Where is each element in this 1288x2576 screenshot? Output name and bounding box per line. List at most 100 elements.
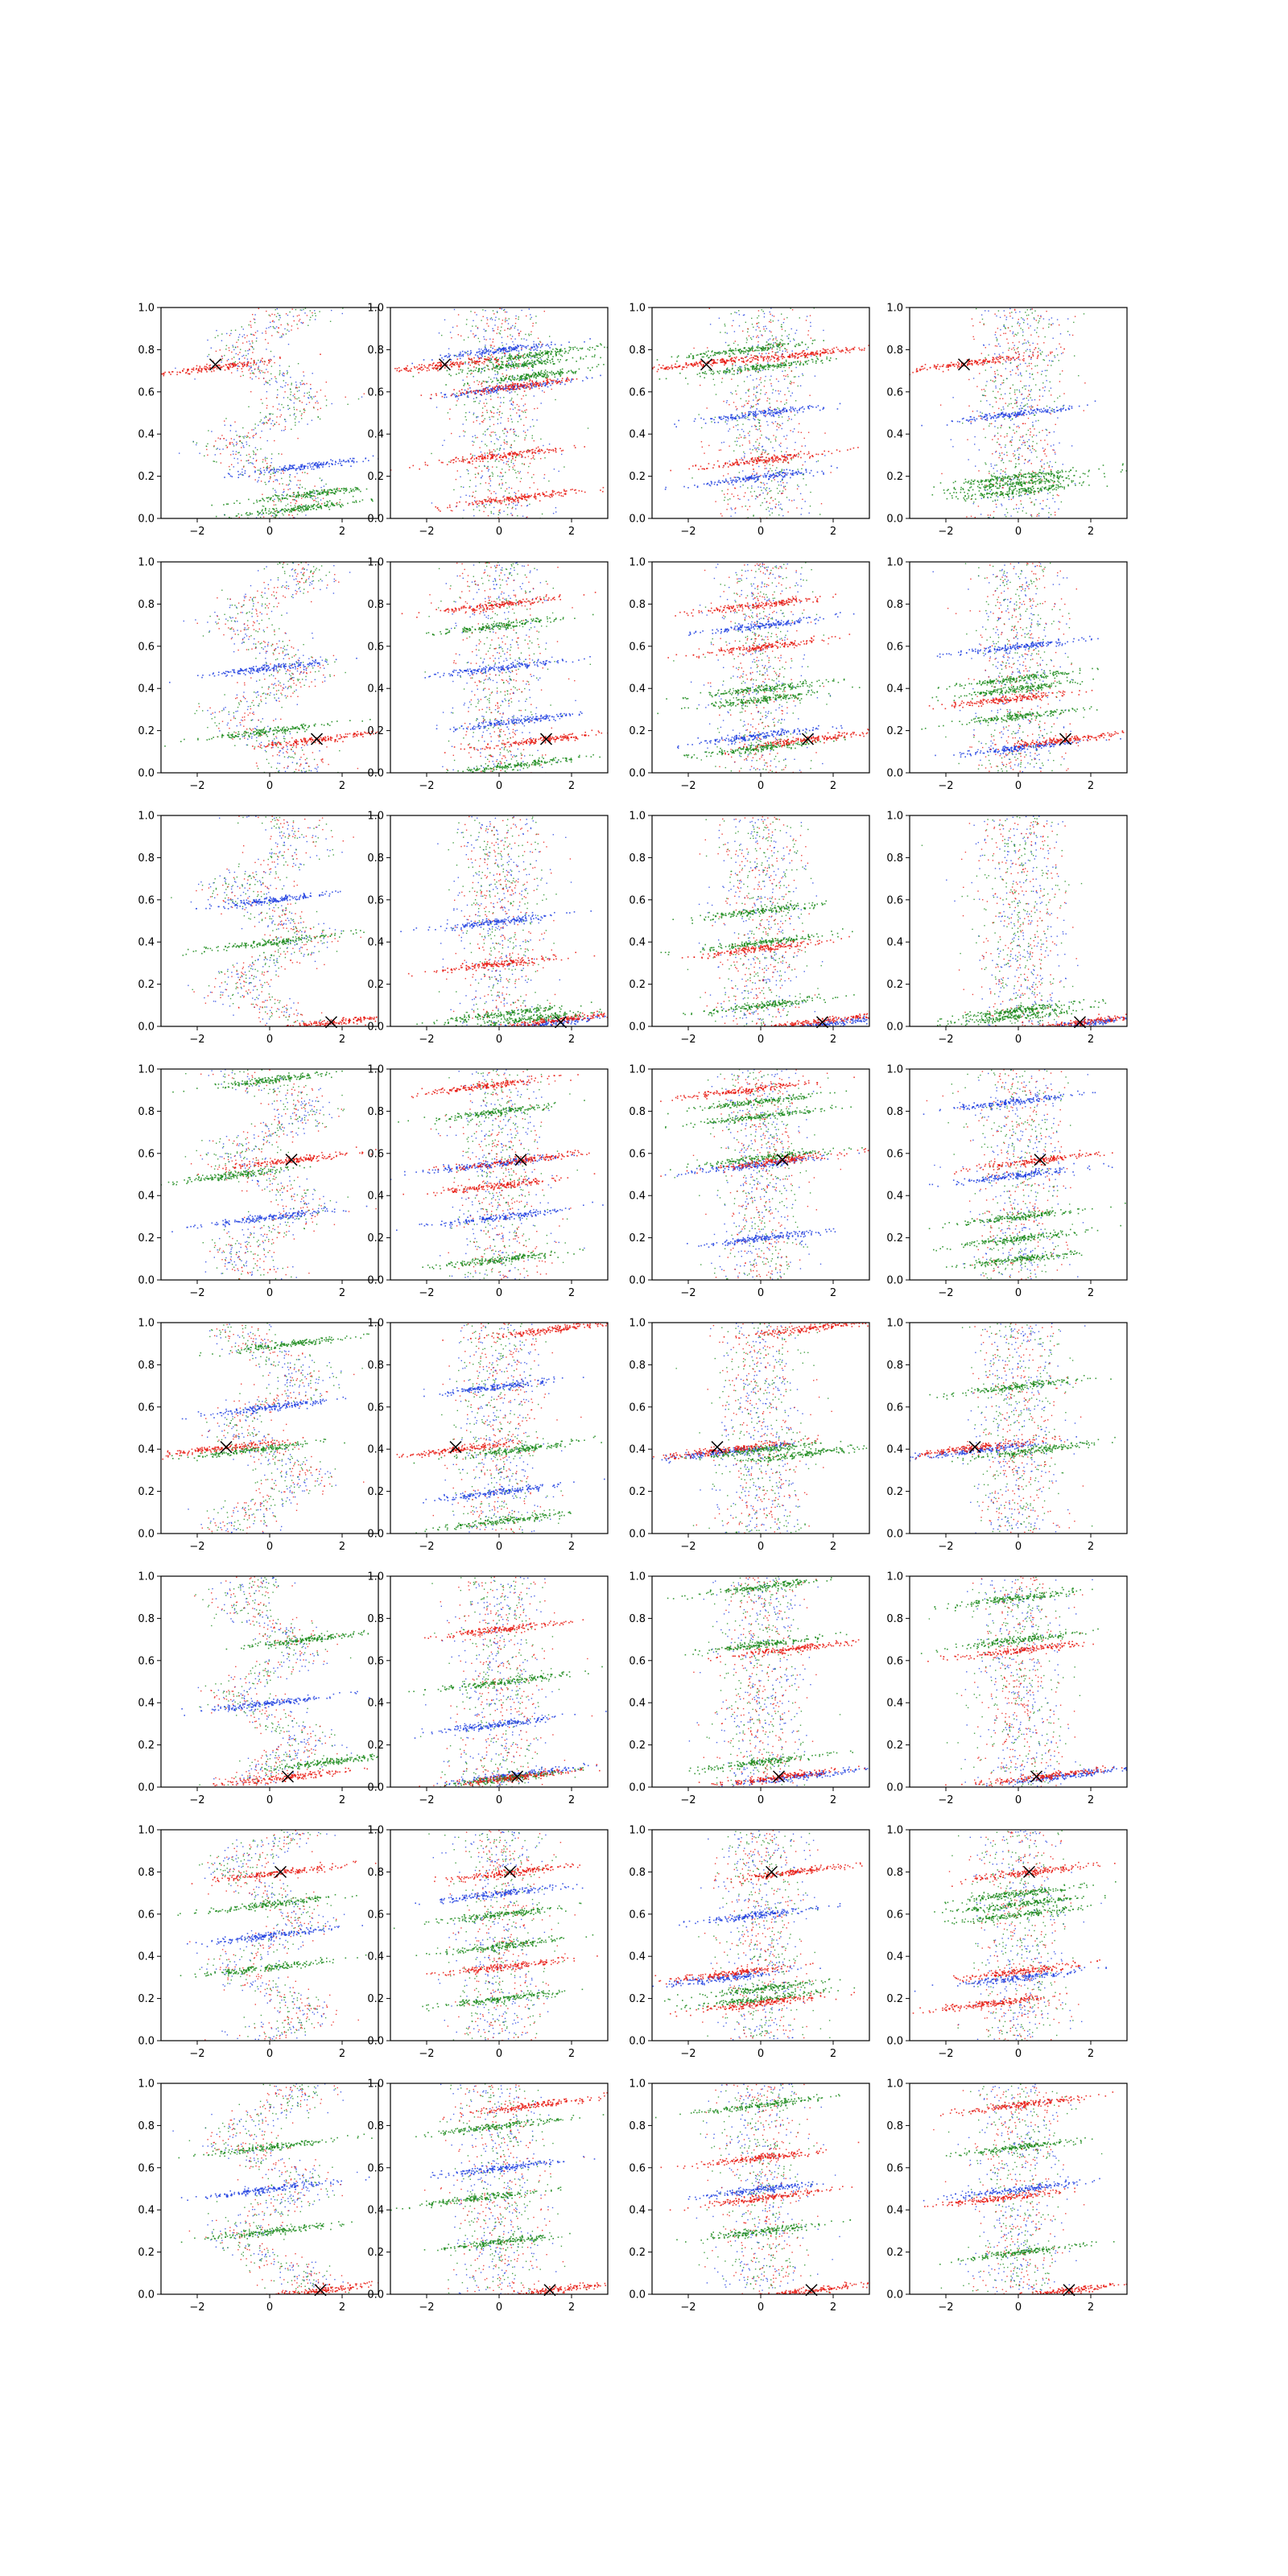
red-band-point xyxy=(410,370,412,372)
red-band-point xyxy=(468,504,470,506)
red-band-point xyxy=(472,503,474,506)
red-point xyxy=(506,374,507,376)
red-band-point xyxy=(155,371,157,373)
green-band-point xyxy=(478,369,480,371)
red-point xyxy=(764,452,766,454)
red-band-point xyxy=(518,451,521,453)
green-band-point xyxy=(349,488,352,489)
green-band-point xyxy=(272,512,274,514)
blue-band-point xyxy=(292,464,294,466)
blue-band-point xyxy=(749,411,751,413)
blue-point xyxy=(479,423,481,425)
blue-band-point xyxy=(711,483,712,485)
red-point xyxy=(250,324,252,326)
green-point xyxy=(510,461,512,463)
green-point xyxy=(246,460,247,462)
green-band-point xyxy=(525,378,526,379)
blue-band-point xyxy=(678,419,679,422)
green-band-point xyxy=(534,355,536,357)
red-band-point xyxy=(493,387,495,390)
green-band-point xyxy=(543,375,545,377)
blue-band-point xyxy=(731,414,733,416)
blue-point xyxy=(736,409,737,411)
red-band-point xyxy=(187,370,188,372)
blue-point xyxy=(275,380,277,382)
green-band-point xyxy=(526,363,529,365)
blue-band-point xyxy=(803,408,805,410)
red-point xyxy=(284,428,287,430)
red-band-point xyxy=(217,365,218,366)
blue-band-point xyxy=(487,350,489,352)
blue-band-point xyxy=(486,391,488,393)
red-point xyxy=(261,370,262,372)
blue-point xyxy=(288,330,290,332)
green-band-point xyxy=(515,356,518,357)
red-point xyxy=(551,388,552,390)
blue-point xyxy=(239,333,241,336)
red-point xyxy=(749,357,751,359)
blue-point xyxy=(468,363,469,365)
green-band-point xyxy=(289,510,291,512)
green-band-point xyxy=(297,491,299,493)
blue-band-point xyxy=(303,465,306,468)
red-band-point xyxy=(183,368,185,370)
green-band-point xyxy=(303,510,305,512)
blue-point xyxy=(268,327,270,328)
blue-band-point xyxy=(513,349,515,350)
red-band-point xyxy=(197,368,200,370)
red-point xyxy=(271,335,273,336)
red-band-point xyxy=(523,390,526,392)
green-band-point xyxy=(609,368,610,369)
blue-band-point xyxy=(316,466,318,468)
red-band-point xyxy=(464,459,466,461)
green-band-point xyxy=(305,493,308,495)
blue-band-point xyxy=(741,415,744,418)
green-point xyxy=(498,318,500,320)
red-point xyxy=(532,382,535,384)
green-band-point xyxy=(541,375,543,377)
green-band-point xyxy=(546,353,547,355)
green-point xyxy=(514,456,517,459)
blue-band-point xyxy=(513,348,514,349)
blue-band-point xyxy=(273,470,275,472)
green-point xyxy=(492,475,493,477)
blue-band-point xyxy=(485,349,487,351)
blue-band-point xyxy=(299,467,300,469)
blue-band-point xyxy=(490,388,492,390)
blue-point xyxy=(753,388,755,390)
red-band-point xyxy=(564,493,567,494)
blue-point xyxy=(194,378,196,380)
green-point xyxy=(476,416,477,418)
green-band-point xyxy=(275,507,278,510)
red-band-point xyxy=(555,451,557,453)
green-band-point xyxy=(327,493,329,496)
red-band-point xyxy=(192,369,194,370)
blue-point xyxy=(763,449,765,451)
green-band-point xyxy=(306,506,308,508)
green-point xyxy=(787,337,790,339)
red-band-point xyxy=(436,368,437,370)
red-band-point xyxy=(535,382,537,383)
red-band-point xyxy=(466,458,469,460)
red-point xyxy=(756,336,758,338)
green-band-point xyxy=(235,515,237,517)
red-band-point xyxy=(440,461,443,464)
green-point xyxy=(251,372,254,374)
blue-band-point xyxy=(568,341,570,343)
red-band-point xyxy=(481,455,484,456)
blue-band-point xyxy=(750,477,753,480)
green-point xyxy=(254,322,256,324)
blue-band-point xyxy=(518,386,521,388)
green-band-point xyxy=(536,374,539,377)
green-point xyxy=(301,486,303,488)
blue-point xyxy=(465,494,467,496)
red-point xyxy=(734,487,737,489)
blue-band-point xyxy=(488,353,489,355)
blue-band-point xyxy=(284,469,287,472)
green-point xyxy=(497,372,499,374)
green-point xyxy=(284,419,286,420)
red-band-point xyxy=(481,502,483,505)
red-band-point xyxy=(279,357,281,359)
red-point xyxy=(481,415,483,417)
blue-point xyxy=(256,362,258,364)
